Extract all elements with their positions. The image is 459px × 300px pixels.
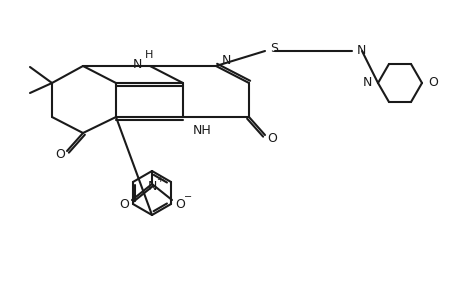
Text: O: O (427, 76, 437, 89)
Text: O: O (267, 131, 276, 145)
Text: H: H (145, 50, 153, 60)
Text: N: N (356, 44, 365, 58)
Text: O: O (119, 197, 129, 211)
Text: O: O (175, 197, 185, 211)
Text: N: N (362, 76, 371, 89)
Text: N: N (132, 58, 142, 70)
Text: S: S (269, 41, 277, 55)
Text: N: N (222, 55, 231, 68)
Text: N: N (147, 179, 157, 193)
Text: NH: NH (193, 124, 211, 136)
Text: O: O (55, 148, 65, 160)
Text: +: + (156, 175, 163, 184)
Text: −: − (184, 192, 192, 202)
